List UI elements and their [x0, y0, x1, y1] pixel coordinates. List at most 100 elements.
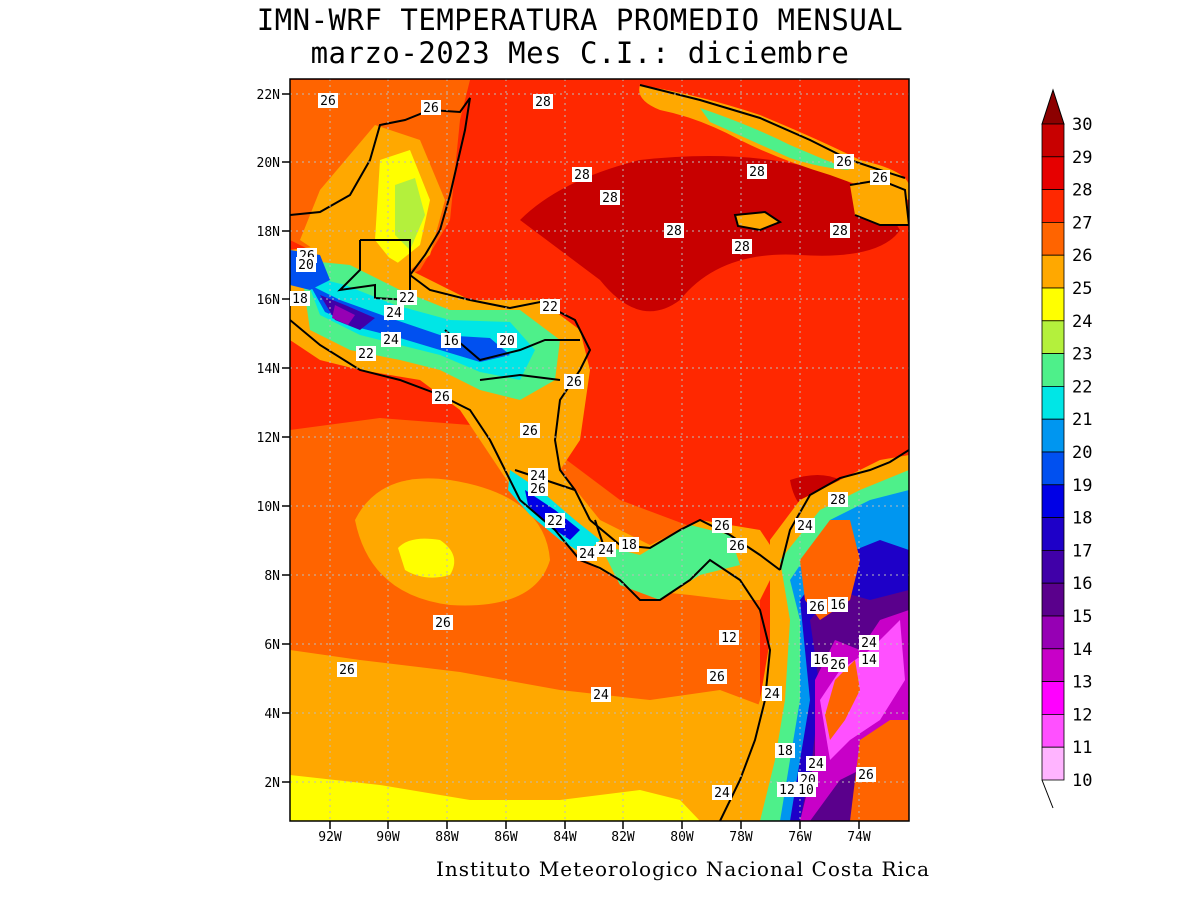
- contour-label: 16: [830, 598, 846, 613]
- contour-label: 28: [749, 165, 765, 180]
- contour-label-bg: [397, 290, 417, 305]
- contour-label-bg: [318, 93, 338, 108]
- map-title-line2: marzo-2023 Mes C.I.: diciembre: [310, 36, 850, 70]
- lat-tick-label: 22N: [257, 88, 280, 103]
- contour-label: 12: [721, 631, 737, 646]
- colorbar-level-label: 29: [1072, 148, 1092, 168]
- lon-tick-label: 90W: [376, 830, 400, 845]
- contour-label-bg: [859, 635, 879, 650]
- colombia-east-26: [850, 720, 909, 821]
- colorbar-swatch: [1041, 517, 1065, 551]
- isthmus-14-zone: [332, 305, 355, 325]
- colorbar-swatch: [1041, 615, 1065, 650]
- contour-label-bg: [421, 100, 441, 115]
- yucatan-coast: [290, 97, 471, 276]
- colorbar-top-arrow: [1041, 88, 1065, 125]
- contour-label: 26: [830, 658, 846, 673]
- lat-tick-label: 20N: [257, 156, 280, 171]
- contour-label-bg: [577, 546, 597, 561]
- contour-label: 24: [598, 543, 614, 558]
- contour-label-bg: [856, 767, 876, 782]
- contour-label-bg: [356, 346, 376, 361]
- contour-label: 24: [764, 687, 780, 702]
- contour-label-bg: [381, 332, 401, 347]
- lat-tick-label: 14N: [257, 362, 280, 377]
- contour-label: 24: [714, 786, 730, 801]
- map-frame: [289, 78, 910, 822]
- lat-tick-label: 18N: [257, 225, 280, 240]
- colombia-interior-26: [800, 520, 860, 620]
- contour-label-bg: [870, 170, 890, 185]
- colorbar-swatch: [1041, 156, 1065, 191]
- lon-tick-label: 82W: [611, 830, 635, 845]
- lon-tick-label: 88W: [435, 830, 459, 845]
- contour-label-bg: [712, 785, 732, 800]
- pacific-25-zone: [290, 650, 760, 821]
- contour-label: 24: [383, 333, 399, 348]
- contour-label-bg: [727, 538, 747, 553]
- contour-label-bg: [807, 599, 827, 614]
- colorbar-swatch: [1041, 123, 1065, 158]
- latitude-axis: 22N 20N 18N 16N 14N 12N 10N 8N 6N 4N 2N: [257, 88, 290, 791]
- contour-label: 26: [836, 155, 852, 170]
- contour-label-bg: [796, 782, 816, 797]
- contour-label-bg: [337, 662, 357, 677]
- contour-label: 26: [809, 600, 825, 615]
- colombia-valley-26: [825, 660, 860, 740]
- lat-tick-label: 4N: [264, 707, 280, 722]
- panama-23-zone: [600, 525, 740, 600]
- colorbar-level-label: 18: [1072, 509, 1092, 529]
- contour-label: 12: [779, 783, 795, 798]
- contour-label-bg: [290, 291, 310, 306]
- colorbar-swatch: [1041, 451, 1065, 486]
- contour-label-bg: [596, 542, 616, 557]
- contour-label: 26: [435, 616, 451, 631]
- lat-tick-label: 16N: [257, 293, 280, 308]
- colorbar-level-label: 22: [1072, 377, 1092, 397]
- colorbar-level-label: 11: [1072, 738, 1092, 758]
- honduras-border: [444, 329, 580, 362]
- contour-label-bg: [834, 154, 854, 169]
- contour-label-bg: [432, 389, 452, 404]
- hispaniola-25-zone: [850, 180, 909, 225]
- contour-label: 28: [832, 224, 848, 239]
- lon-tick-label: 78W: [729, 830, 753, 845]
- contour-label: 26: [339, 663, 355, 678]
- contour-label: 10: [798, 783, 814, 798]
- contour-label: 24: [797, 519, 813, 534]
- lon-tick-label: 74W: [847, 830, 871, 845]
- colorbar-level-label: 13: [1072, 673, 1092, 693]
- lon-tick-label: 84W: [553, 830, 577, 845]
- contour-label: 28: [734, 240, 750, 255]
- lon-tick-label: 92W: [318, 830, 342, 845]
- jamaica-coast: [733, 210, 783, 232]
- contour-label-bg: [732, 239, 752, 254]
- contour-label: 16: [443, 334, 459, 349]
- colorbar-level-label: 19: [1072, 476, 1092, 496]
- colorbar-swatch: [1041, 287, 1065, 322]
- contour-label-bg: [441, 333, 461, 348]
- colorbar-swatch: [1041, 353, 1065, 387]
- contour-label-bg: [811, 652, 831, 667]
- contour-label: 22: [542, 300, 558, 315]
- contour-label: 26: [423, 101, 439, 116]
- contour-label: 26: [709, 670, 725, 685]
- colorbar-level-label: 14: [1072, 640, 1092, 660]
- contour-label: 28: [535, 95, 551, 110]
- lat-tick-label: 6N: [264, 638, 280, 653]
- graticule: [290, 79, 909, 821]
- colorbar-level-label: 30: [1072, 115, 1092, 135]
- contour-label: 26: [566, 375, 582, 390]
- honduras-coast: [409, 274, 592, 521]
- contour-label-bg: [497, 333, 517, 348]
- contour-label: 26: [320, 94, 336, 109]
- colorbar-level-label: 28: [1072, 181, 1092, 201]
- longitude-axis: 92W 90W 88W 86W 84W 82W 80W 78W 76W 74W: [318, 821, 871, 845]
- colorbar-level-label: 20: [1072, 443, 1092, 463]
- contour-label: 24: [530, 469, 546, 484]
- contour-label: 24: [579, 547, 595, 562]
- colorbar-level-label: 24: [1072, 312, 1092, 332]
- colorbar-swatch: [1041, 681, 1065, 715]
- contour-label-bg: [600, 190, 620, 205]
